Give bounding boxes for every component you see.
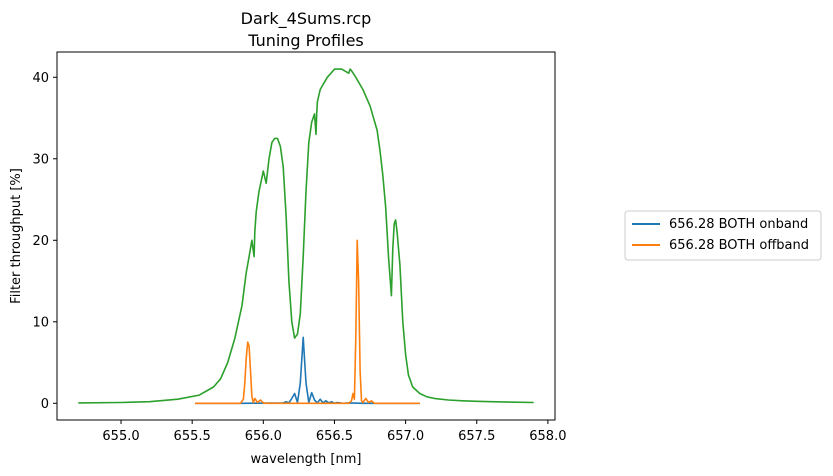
legend: 656.28 BOTH onband 656.28 BOTH offband: [624, 210, 822, 261]
x-axis-label: wavelength [nm]: [251, 452, 362, 467]
chart-subtitle: Tuning Profiles: [247, 31, 364, 50]
x-axis: 655.0 655.5 656.0 656.5 657.0 657.5 658.0: [102, 420, 566, 444]
y-axis: 0 10 20 30 40: [32, 71, 57, 412]
series-line-0: [195, 336, 420, 405]
legend-label-onband: 656.28 BOTH onband: [669, 217, 808, 232]
x-tick-label: 655.0: [102, 429, 139, 444]
x-tick-label: 658.0: [529, 429, 566, 444]
y-tick-label: 10: [32, 315, 49, 330]
y-tick-label: 0: [41, 397, 49, 412]
y-axis-label: Filter throughput [%]: [9, 168, 24, 304]
series-line-1: [195, 239, 420, 405]
x-tick-label: 656.5: [316, 429, 353, 444]
y-tick-label: 30: [32, 152, 49, 167]
plot-frame: [56, 51, 556, 421]
legend-label-offband: 656.28 BOTH offband: [669, 238, 809, 253]
y-tick-label: 40: [32, 71, 49, 86]
x-tick-label: 655.5: [174, 429, 211, 444]
series-layer: [78, 68, 534, 405]
x-tick-label: 657.5: [458, 429, 495, 444]
x-tick-label: 657.0: [387, 429, 424, 444]
series-line-2: [78, 68, 534, 404]
y-tick-label: 20: [32, 234, 49, 249]
legend-box: [624, 210, 822, 261]
chart-title: Dark_4Sums.rcp: [241, 9, 372, 29]
x-tick-label: 656.0: [245, 429, 282, 444]
